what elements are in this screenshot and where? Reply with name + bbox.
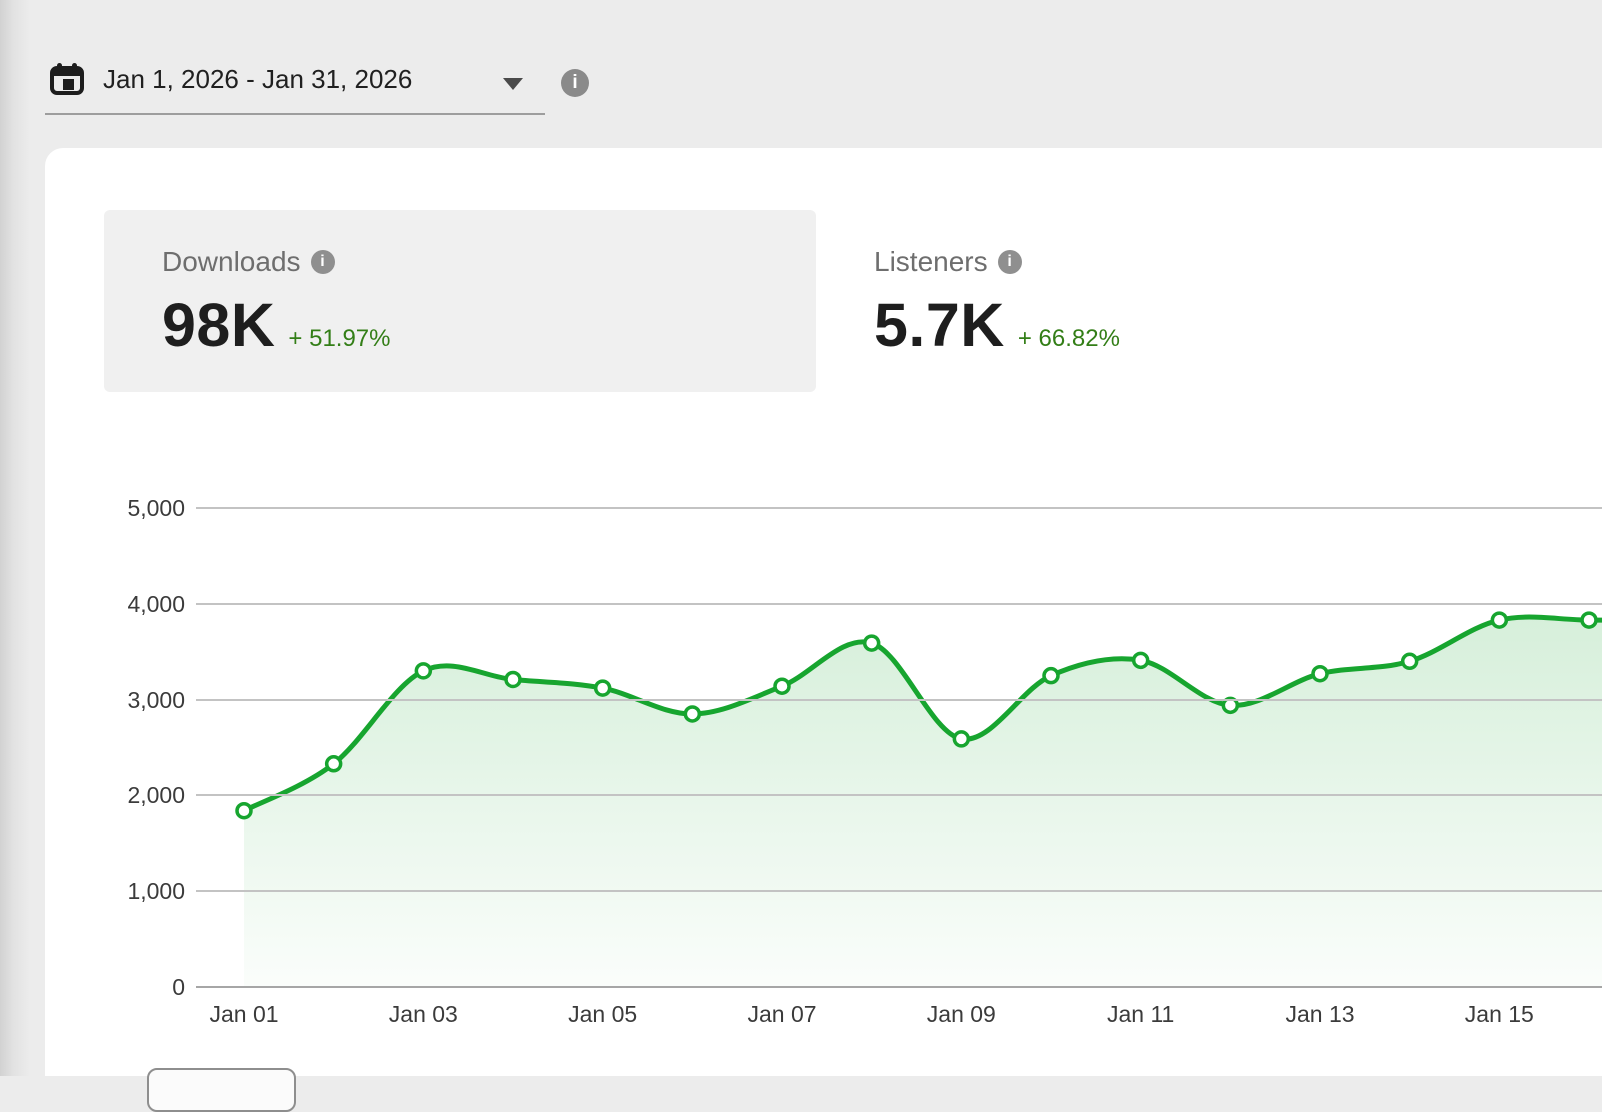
date-range-label: Jan 1, 2026 - Jan 31, 2026: [103, 64, 413, 94]
listeners-value: 5.7K: [874, 291, 1005, 359]
listeners-change-badge: + 66.82%: [1017, 325, 1120, 352]
downloads-info-icon[interactable]: i: [310, 250, 335, 274]
calendar-icon: [50, 63, 84, 95]
data-point-marker[interactable]: [1490, 611, 1509, 629]
data-point-marker[interactable]: [1311, 664, 1329, 683]
data-point-marker[interactable]: [1580, 611, 1598, 629]
data-point-marker[interactable]: [1400, 652, 1419, 671]
window-left-edge: [0, 0, 30, 1076]
data-point-marker[interactable]: [1042, 666, 1060, 685]
data-point-marker[interactable]: [235, 801, 253, 820]
date-info-icon[interactable]: i: [561, 69, 589, 97]
data-point-marker[interactable]: [1221, 696, 1240, 715]
downloads-value: 98K: [162, 291, 276, 359]
data-point-marker[interactable]: [593, 679, 612, 697]
downloads-label: Downloads: [162, 246, 301, 277]
data-point-marker[interactable]: [773, 677, 791, 695]
downloads-change-badge: + 51.97%: [288, 325, 391, 352]
data-point-marker[interactable]: [1131, 651, 1150, 670]
picker-underline: [45, 113, 545, 115]
data-point-marker[interactable]: [504, 670, 522, 689]
cut-off-button[interactable]: [147, 1068, 296, 1112]
listeners-label: Listeners: [874, 246, 988, 277]
data-point-marker[interactable]: [683, 705, 702, 723]
chevron-down-icon: [503, 78, 523, 90]
data-point-marker[interactable]: [952, 730, 971, 748]
stat-tab-downloads[interactable]: Downloads i 98K + 51.97%: [104, 210, 816, 392]
listeners-info-icon[interactable]: i: [997, 250, 1022, 274]
data-point-marker[interactable]: [324, 755, 343, 773]
data-point-marker[interactable]: [862, 634, 881, 652]
date-range-picker[interactable]: Jan 1, 2026 - Jan 31, 2026: [45, 55, 545, 115]
stat-tab-listeners[interactable]: Listeners i 5.7K + 66.82%: [816, 210, 1528, 392]
data-point-marker[interactable]: [414, 662, 433, 680]
